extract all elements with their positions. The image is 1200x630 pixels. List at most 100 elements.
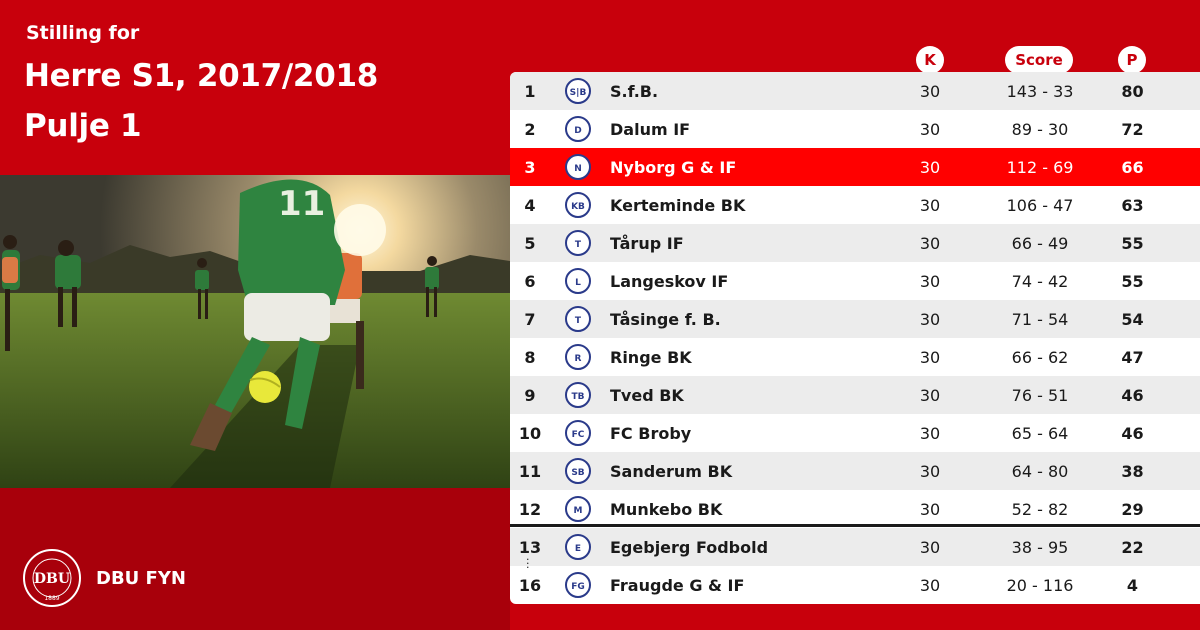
team-crest-letter: T — [575, 240, 582, 250]
score-cell: 66 - 62 — [1011, 347, 1069, 367]
team-crest-icon: L — [563, 266, 593, 296]
score-cell: 66 - 49 — [1011, 233, 1069, 253]
score-cell: 74 - 42 — [1011, 271, 1069, 291]
page-title: Herre S1, 2017/2018 — [24, 58, 379, 94]
kicker-text: Stilling for — [26, 22, 140, 44]
team-crest-letter: R — [575, 354, 582, 364]
position-cell: 2 — [524, 119, 536, 139]
position-cell: 6 — [524, 271, 536, 291]
table-row: 6 L Langeskov IF 30 74 - 42 55 — [510, 262, 1200, 300]
table-row: 7 T Tåsinge f. B. 30 71 - 54 54 — [510, 300, 1200, 338]
team-crest-icon: T — [563, 228, 593, 258]
team-name: Fraugde G & IF — [610, 575, 745, 595]
matches-played-cell: 30 — [919, 233, 941, 253]
team-crest-icon: S|B — [563, 76, 593, 106]
table-row: 1 S|B S.f.B. 30 143 - 33 80 — [510, 72, 1200, 110]
score-cell: 20 - 116 — [1006, 575, 1074, 595]
relegation-divider — [510, 524, 1200, 527]
matches-played-cell: 30 — [919, 119, 941, 139]
points-cell: 63 — [1121, 195, 1144, 215]
org-name: DBU FYN — [96, 568, 186, 589]
matches-played-cell: 30 — [919, 423, 941, 443]
column-header-score: Score — [1005, 46, 1073, 74]
team-name: Dalum IF — [610, 119, 691, 139]
team-crest-letter: N — [574, 164, 582, 174]
table-row: 12 M Munkebo BK 30 52 - 82 29 — [510, 490, 1200, 528]
table-row: 8 R Ringe BK 30 66 - 62 47 — [510, 338, 1200, 376]
position-cell: 16 — [518, 575, 542, 595]
score-cell: 143 - 33 — [1006, 81, 1074, 101]
score-cell: 38 - 95 — [1011, 537, 1069, 557]
column-header-p: P — [1118, 46, 1146, 74]
points-cell: 4 — [1126, 575, 1139, 595]
points-cell: 29 — [1121, 499, 1144, 519]
team-name: Tåsinge f. B. — [610, 309, 721, 329]
position-cell: 3 — [524, 157, 536, 177]
position-cell: 1 — [524, 81, 536, 101]
score-cell: 71 - 54 — [1011, 309, 1069, 329]
score-cell: 112 - 69 — [1006, 157, 1074, 177]
title-panel — [0, 0, 510, 175]
table-row: 16 FG Fraugde G & IF 30 20 - 116 4 — [510, 566, 1200, 604]
team-name: Munkebo BK — [610, 499, 723, 519]
matches-played-cell: 30 — [919, 271, 941, 291]
team-crest-icon: SB — [563, 456, 593, 486]
dbu-logo: DBU 1889 — [22, 548, 82, 608]
position-cell: 8 — [524, 347, 536, 367]
points-cell: 80 — [1121, 81, 1144, 101]
team-crest-icon: T — [563, 304, 593, 334]
team-crest-letter: D — [574, 126, 581, 136]
logo-text: DBU — [34, 571, 70, 587]
points-cell: 72 — [1121, 119, 1144, 139]
team-crest-letter: E — [575, 544, 581, 554]
score-cell: 65 - 64 — [1011, 423, 1069, 443]
table-row: 13 E Egebjerg Fodbold 30 38 - 95 22 — [510, 528, 1200, 566]
team-name: Ringe BK — [610, 347, 692, 367]
team-crest-letter: L — [575, 278, 581, 288]
position-cell: 11 — [518, 461, 542, 481]
team-crest-icon: R — [563, 342, 593, 372]
matches-played-cell: 30 — [919, 461, 941, 481]
position-cell: 7 — [524, 309, 536, 329]
matches-played-cell: 30 — [919, 385, 941, 405]
table-row: 11 SB Sanderum BK 30 64 - 80 38 — [510, 452, 1200, 490]
matches-played-cell: 30 — [919, 195, 941, 215]
table-row: 9 TB Tved BK 30 76 - 51 46 — [510, 376, 1200, 414]
points-cell: 22 — [1121, 537, 1144, 557]
team-crest-icon: D — [563, 114, 593, 144]
matches-played-cell: 30 — [919, 157, 941, 177]
position-cell: 5 — [524, 233, 536, 253]
column-header-k: K — [916, 46, 944, 74]
team-name: Tårup IF — [610, 233, 684, 253]
score-cell: 64 - 80 — [1011, 461, 1069, 481]
points-cell: 47 — [1121, 347, 1144, 367]
team-crest-icon: KB — [563, 190, 593, 220]
matches-played-cell: 30 — [919, 499, 941, 519]
matches-played-cell: 30 — [919, 309, 941, 329]
team-crest-icon: N — [563, 152, 593, 182]
position-cell: 10 — [518, 423, 542, 443]
team-name: Sanderum BK — [610, 461, 733, 481]
team-crest-icon: FC — [563, 418, 593, 448]
team-name: S.f.B. — [610, 81, 659, 101]
points-cell: 38 — [1121, 461, 1144, 481]
team-crest-letter: KB — [571, 202, 585, 212]
score-cell: 76 - 51 — [1011, 385, 1069, 405]
team-crest-letter: S|B — [570, 88, 587, 98]
position-cell: 9 — [524, 385, 536, 405]
logo-year: 1889 — [44, 595, 59, 602]
points-cell: 54 — [1121, 309, 1144, 329]
team-crest-letter: M — [574, 506, 583, 516]
team-name: Tved BK — [610, 385, 684, 405]
table-row: 10 FC FC Broby 30 65 - 64 46 — [510, 414, 1200, 452]
team-crest-letter: FG — [571, 582, 585, 592]
table-row: 4 KB Kerteminde BK 30 106 - 47 63 — [510, 186, 1200, 224]
team-name: Langeskov IF — [610, 271, 729, 291]
matches-played-cell: 30 — [919, 537, 941, 557]
team-name: FC Broby — [610, 423, 692, 443]
standings-table: 16 FG Fraugde G & IF 30 20 - 116 4 13 E Egebjerg… — [510, 72, 1200, 604]
points-cell: 46 — [1121, 385, 1144, 405]
page-subtitle: Pulje 1 — [24, 108, 142, 144]
team-crest-icon: M — [563, 494, 593, 524]
photo-illustration: 11 — [0, 175, 510, 488]
